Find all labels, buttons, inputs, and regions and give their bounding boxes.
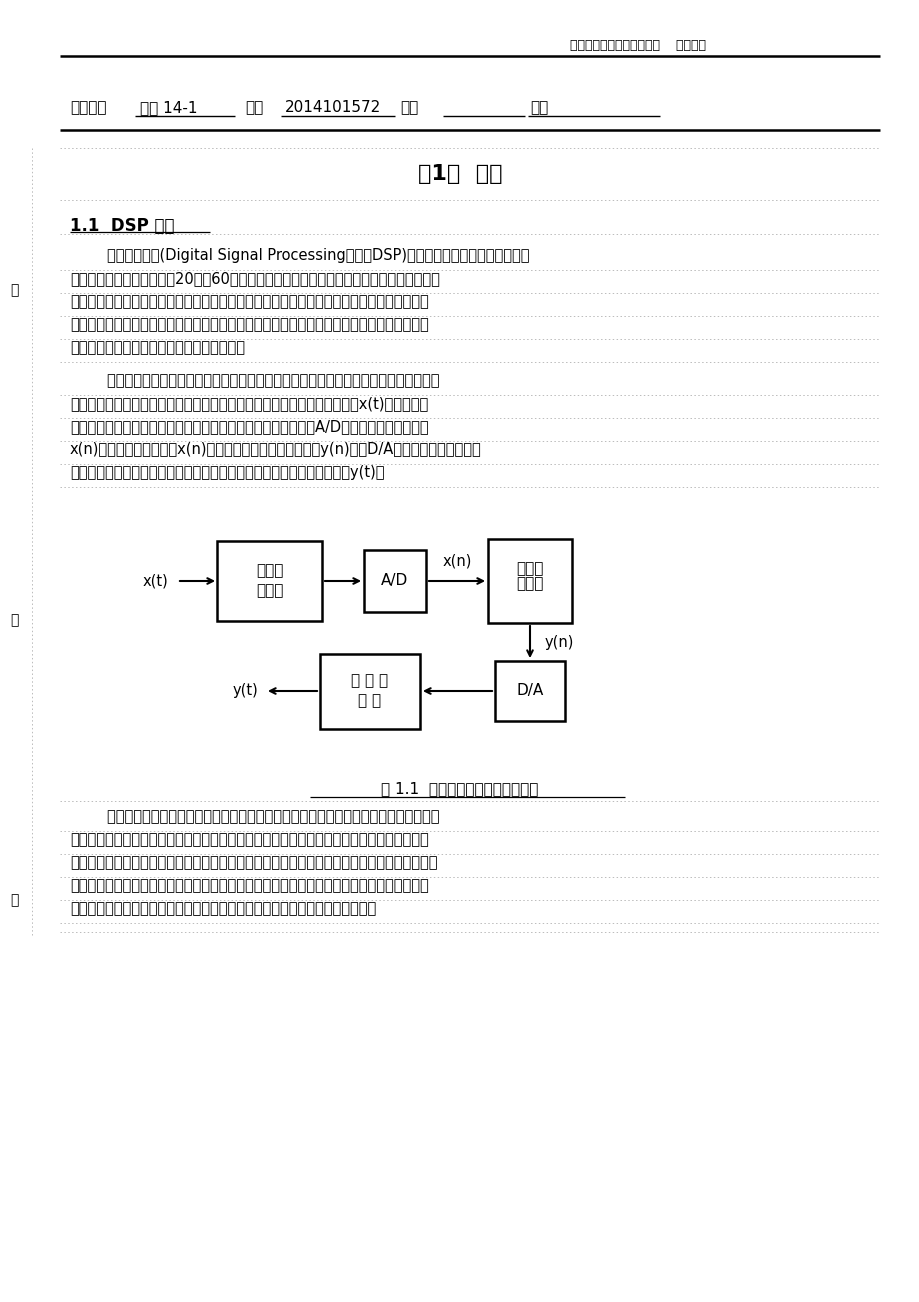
Text: 数字信: 数字信: [516, 561, 543, 577]
Text: 图 1.1  数字信号处理系统简化框图: 图 1.1 数字信号处理系统简化框图: [380, 781, 539, 796]
Text: 号处理: 号处理: [516, 577, 543, 591]
Text: 此信号经低通滤波器，滤除不需要的高频分量，最后输出平滑的模拟信号y(t)。: 此信号经低通滤波器，滤除不需要的高频分量，最后输出平滑的模拟信号y(t)。: [70, 465, 384, 480]
Text: 模式识别、神经网络等，都与数字信号处理密不可分。可以说，数字信号处理是把许多经典的: 模式识别、神经网络等，都与数字信号处理密不可分。可以说，数字信号处理是把许多经典…: [70, 878, 428, 893]
Text: x(n)。数字信号处理器对x(n)进行处理，得到输出数字信号y(n)，经D/A转换器变成模拟信号。: x(n)。数字信号处理器对x(n)进行处理，得到输出数字信号y(n)，经D/A转…: [70, 441, 482, 457]
Text: 线: 线: [10, 893, 18, 907]
Text: 频率的分量滤除，以防止信号频谱的混叠。随后，信号经采样和A/D转换后，变成数字信号: 频率的分量滤除，以防止信号频谱的混叠。随后，信号经采样和A/D转换后，变成数字信…: [70, 419, 428, 434]
Text: x(t): x(t): [142, 573, 167, 589]
Text: 处理已经在通信等领域得到极为广泛的应用。: 处理已经在通信等领域得到极为广泛的应用。: [70, 340, 244, 355]
Text: x(n): x(n): [442, 553, 471, 569]
Bar: [364, 549, 425, 612]
Text: 低 通 滤: 低 通 滤: [351, 673, 388, 689]
Text: 1.1  DSP 简介: 1.1 DSP 简介: [70, 217, 175, 234]
Text: 数字信号处理(Digital Signal Processing，简称DSP)是一门涉及许多学科而又广泛应: 数字信号处理(Digital Signal Processing，简称DSP)是…: [70, 247, 529, 263]
Bar: [320, 654, 420, 729]
Text: 第1章  绪论: 第1章 绪论: [417, 164, 502, 184]
Text: 订: 订: [10, 613, 18, 628]
Text: 通信 14-1: 通信 14-1: [140, 100, 198, 115]
Text: 装: 装: [10, 283, 18, 297]
Text: y(n): y(n): [544, 634, 573, 650]
Text: 滤波器: 滤波器: [256, 583, 283, 599]
Text: 专业班级: 专业班级: [70, 100, 107, 115]
Text: 号处理后，再转换成模拟信号输出。其中抗混叠滤波器的作用是将输入信号x(t)中高于折叠: 号处理后，再转换成模拟信号输出。其中抗混叠滤波器的作用是将输入信号x(t)中高于…: [70, 396, 427, 411]
Text: 号处理技术应运而生并得到迅速的发展。数字信号处理是一种通过使用数学技巧执行转换或提: 号处理技术应运而生并得到迅速的发展。数字信号处理是一种通过使用数学技巧执行转换或…: [70, 294, 428, 309]
Text: 学号: 学号: [244, 100, 263, 115]
Text: 太原理工大学现代科技学院    课程设计: 太原理工大学现代科技学院 课程设计: [570, 39, 705, 52]
Text: 用于许多领域的新兴学科。20世纪60年代以来，随着计算机和信息技术的飞速发展，数字信: 用于许多领域的新兴学科。20世纪60年代以来，随着计算机和信息技术的飞速发展，数…: [70, 271, 439, 286]
Text: 姓名: 姓名: [400, 100, 418, 115]
Text: 2014101572: 2014101572: [285, 100, 380, 115]
Text: 波 器: 波 器: [358, 694, 381, 708]
Text: 图一是数字信号处理系统的简化框图。此系统先将模拟信号转换为数字信号，经数字信: 图一是数字信号处理系统的简化框图。此系统先将模拟信号转换为数字信号，经数字信: [70, 372, 439, 388]
Bar: [494, 661, 564, 721]
Text: 信号与系统、控制论、通信理论、故障诊断等也密切相关。近来新兴的一些学科，如人工智能、: 信号与系统、控制论、通信理论、故障诊断等也密切相关。近来新兴的一些学科，如人工智…: [70, 855, 437, 870]
Text: 成绩: 成绩: [529, 100, 548, 115]
Bar: [487, 539, 572, 622]
Text: y(t): y(t): [232, 684, 257, 698]
Text: 抗混叠: 抗混叠: [256, 564, 283, 578]
Text: 取信息，来处理现实信号的方法，这些信号由数字序列表示。在过去的二十多年时间里，信号: 取信息，来处理现实信号的方法，这些信号由数字序列表示。在过去的二十多年时间里，信…: [70, 316, 428, 332]
Text: 域，微积分、概率统计、随机过程、数值分析等都是数字信号处理的基本工具，与网络理论、: 域，微积分、概率统计、随机过程、数值分析等都是数字信号处理的基本工具，与网络理论…: [70, 832, 428, 848]
Bar: [217, 542, 323, 621]
Text: 数字信号处理是以众多学科为理论基础的，它所涉及的范围极其广泛。例如，在数学领: 数字信号处理是以众多学科为理论基础的，它所涉及的范围极其广泛。例如，在数学领: [70, 809, 439, 824]
Text: 理论体系作为自己的理论基础，同时又使自己成为一系列新兴学科的理论基础。: 理论体系作为自己的理论基础，同时又使自己成为一系列新兴学科的理论基础。: [70, 901, 376, 917]
Text: A/D: A/D: [381, 573, 408, 589]
Text: D/A: D/A: [516, 684, 543, 698]
